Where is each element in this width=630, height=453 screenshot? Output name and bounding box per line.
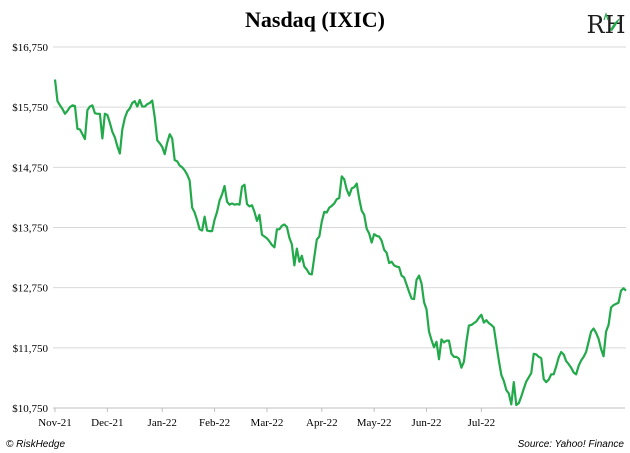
- logo-arrow-icon: [603, 12, 609, 21]
- series: [53, 79, 627, 407]
- logo-leaf-icon: [610, 18, 620, 31]
- x-tick-label: Apr-22: [306, 417, 338, 429]
- x-tick-label: May-22: [357, 417, 392, 429]
- y-tick-label: $16,750: [12, 42, 48, 54]
- grid-lines: [53, 46, 626, 349]
- y-tick-label: $12,750: [12, 283, 48, 295]
- riskhedge-logo: RH: [587, 11, 626, 39]
- y-tick-label: $15,750: [12, 102, 48, 114]
- chart-title: Nasdaq (IXIC): [245, 7, 385, 32]
- y-tick-label: $14,750: [12, 162, 48, 174]
- x-tick-label: Jan-22: [148, 417, 177, 429]
- y-axis: $16,750 $15,750 $14,750 $13,750 $12,750 $11,7…: [12, 42, 48, 415]
- x-axis: Nov-21 Dec-21 Jan-22 Feb-22 Mar-22 Apr-22 May-…: [38, 408, 495, 429]
- x-tick-label: Jul-22: [468, 417, 496, 429]
- footer-source: Source: Yahoo! Finance: [518, 439, 625, 450]
- footer-credit: © RiskHedge: [6, 439, 65, 450]
- x-tick-label: Jun-22: [412, 417, 442, 429]
- y-tick-label: $13,750: [12, 223, 48, 235]
- y-tick-label: $11,750: [13, 343, 49, 355]
- nasdaq-line: [53, 79, 627, 407]
- x-tick-label: Feb-22: [199, 417, 230, 429]
- x-tick-label: Nov-21: [38, 417, 72, 429]
- x-tick-label: Mar-22: [251, 417, 284, 429]
- y-tick-label: $10,750: [12, 403, 48, 415]
- x-tick-label: Dec-21: [91, 417, 123, 429]
